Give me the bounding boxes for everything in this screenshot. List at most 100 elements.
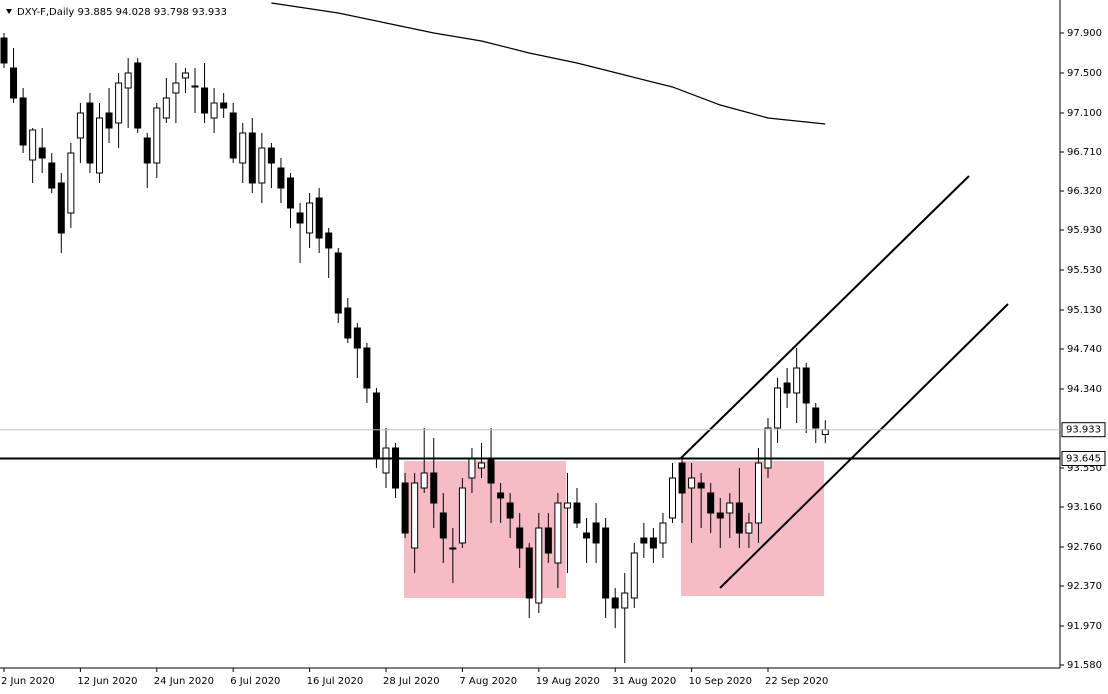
candle-body xyxy=(306,202,314,234)
candle-body xyxy=(153,107,161,164)
price-tag xyxy=(1061,422,1106,438)
candle-body xyxy=(220,102,228,109)
y-tick-label: 93.160 xyxy=(1067,502,1102,513)
candle-body xyxy=(707,492,715,514)
candle-body xyxy=(353,327,361,349)
candle-body xyxy=(162,97,170,119)
candle-body xyxy=(115,82,123,124)
candle-body xyxy=(745,522,753,534)
candle-body xyxy=(812,407,820,429)
candle-body xyxy=(143,137,151,164)
candle-body xyxy=(478,462,485,469)
candle-body xyxy=(86,102,94,164)
y-tick-label: 91.580 xyxy=(1067,660,1102,671)
candle-body xyxy=(449,547,457,550)
candle-body xyxy=(48,162,56,189)
candle-body xyxy=(563,502,571,509)
candle-body xyxy=(344,307,352,339)
candle-body xyxy=(96,117,103,174)
candle-body xyxy=(583,532,591,539)
x-tick-label: 31 Aug 2020 xyxy=(612,676,676,687)
candle-body xyxy=(372,392,380,459)
channel-line xyxy=(719,303,1009,589)
candle-body xyxy=(592,522,600,544)
candle-body xyxy=(277,167,285,189)
y-tick-label: 96.320 xyxy=(1067,186,1102,197)
y-tick-label: 97.100 xyxy=(1067,108,1102,119)
candle-body xyxy=(678,462,686,494)
y-tick-label: 93.550 xyxy=(1067,463,1102,474)
candle-body xyxy=(392,447,400,489)
y-tick-label: 91.970 xyxy=(1067,621,1102,632)
candle-body xyxy=(802,367,810,404)
candle-body xyxy=(573,502,581,524)
candle-body xyxy=(774,387,782,429)
x-tick-label: 24 Jun 2020 xyxy=(154,676,214,687)
candle-body xyxy=(411,482,419,549)
candle-body xyxy=(535,527,543,604)
y-tick-label: 95.930 xyxy=(1067,225,1102,236)
candle-body xyxy=(0,37,8,64)
candle-body xyxy=(76,112,84,139)
candle-body xyxy=(468,457,476,479)
x-tick-label: 19 Aug 2020 xyxy=(536,676,600,687)
y-tick-label: 94.340 xyxy=(1067,384,1102,395)
y-tick-label: 95.530 xyxy=(1067,265,1102,276)
candle-body xyxy=(764,427,772,469)
candle-body xyxy=(134,62,142,129)
candle-body xyxy=(57,182,65,234)
candle-body xyxy=(10,67,18,99)
price-tag xyxy=(1061,451,1106,466)
candle-body xyxy=(611,597,619,609)
candle-body xyxy=(334,252,342,314)
candle-body xyxy=(239,132,247,164)
candle-body xyxy=(420,472,428,489)
candle-body xyxy=(38,147,46,159)
channel-line xyxy=(680,175,970,459)
candle-body xyxy=(191,85,199,88)
candle-body xyxy=(649,537,657,549)
candle-body xyxy=(783,382,791,394)
candle-body xyxy=(458,487,466,544)
candle-body xyxy=(315,197,323,239)
candle-body xyxy=(821,429,829,436)
candle-body xyxy=(439,512,447,539)
candle-body xyxy=(669,477,676,519)
candle-body xyxy=(630,552,638,599)
x-tick-label: 10 Sep 2020 xyxy=(689,676,752,687)
candle-body xyxy=(363,347,371,389)
candle-body xyxy=(497,492,505,499)
plot xyxy=(0,2,829,663)
candle-body xyxy=(105,112,113,129)
candle-body xyxy=(554,502,562,564)
candle-body xyxy=(506,502,514,519)
candle-body xyxy=(258,147,266,184)
candle-body xyxy=(516,527,524,549)
candle-body xyxy=(640,537,648,544)
candle-body xyxy=(210,102,218,119)
candle-body xyxy=(296,212,304,224)
candle-body xyxy=(659,522,667,544)
zone xyxy=(681,461,824,596)
candle-body xyxy=(754,462,762,524)
x-tick-label: 28 Jul 2020 xyxy=(383,676,440,687)
x-tick-label: 12 Jun 2020 xyxy=(77,676,137,687)
candle-body xyxy=(602,527,610,599)
y-tick-label: 95.130 xyxy=(1067,305,1102,316)
candle-body xyxy=(716,512,724,519)
x-tick-label: 16 Jul 2020 xyxy=(307,676,364,687)
candle-body xyxy=(487,457,495,484)
candle-body xyxy=(19,97,27,146)
candle-body xyxy=(172,82,180,94)
candle-body xyxy=(525,547,533,599)
x-tick-label: 22 Sep 2020 xyxy=(765,676,828,687)
y-tick-label: 92.370 xyxy=(1067,581,1102,592)
y-tick-label: 92.760 xyxy=(1067,542,1102,553)
moving-average xyxy=(271,2,826,125)
candle-body xyxy=(697,482,705,489)
candle-body xyxy=(793,367,801,394)
candle-body xyxy=(325,232,333,249)
x-tick-label: 6 Jul 2020 xyxy=(230,676,280,687)
x-tick-label: 7 Aug 2020 xyxy=(459,676,517,687)
